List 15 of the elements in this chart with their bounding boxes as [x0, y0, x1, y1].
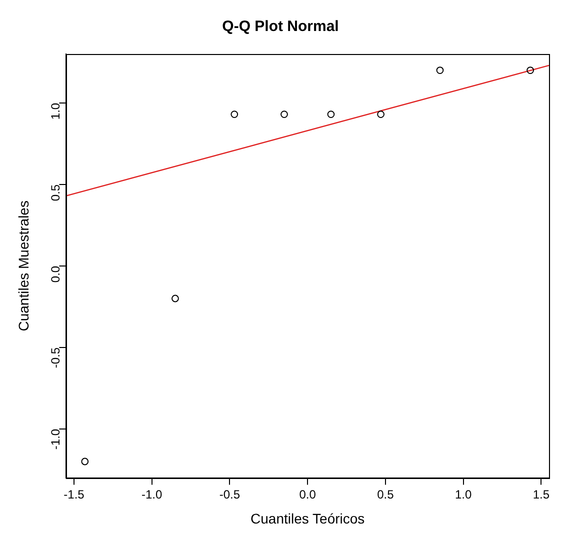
x-tick-label: -1.0 [142, 487, 163, 502]
x-tick-label: 1.5 [532, 487, 550, 502]
y-tick-label: 0.0 [48, 266, 63, 283]
y-tick-label: -0.5 [48, 347, 63, 368]
y-axis-title: Cuantiles Muestrales [15, 200, 32, 332]
x-tick-label: -1.5 [64, 487, 85, 502]
x-tick-label: 0.0 [299, 487, 316, 502]
y-tick-label: 0.5 [48, 184, 63, 202]
y-tick-label: 1.0 [48, 102, 63, 120]
x-tick-label: 0.5 [377, 487, 394, 502]
x-tick-label: 1.0 [455, 487, 472, 502]
y-tick-label: -1.0 [48, 428, 63, 450]
x-tick-label: -0.5 [219, 487, 240, 502]
x-axis-title: Cuantiles Teóricos [250, 510, 365, 526]
chart-title: Q-Q Plot Normal [222, 18, 339, 36]
